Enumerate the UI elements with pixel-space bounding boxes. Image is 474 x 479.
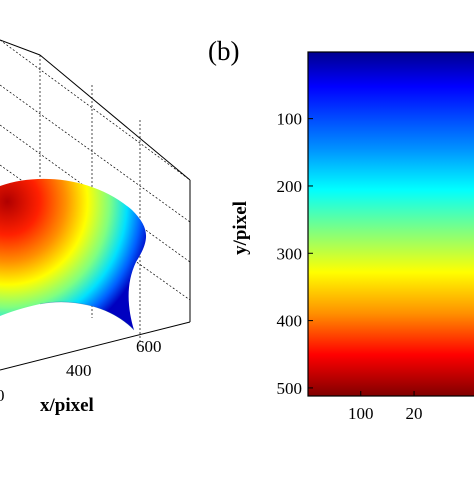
panel-b-heatmap: (b) 100 200 300 400 500 100 20 y/pixel: [208, 36, 474, 423]
y-tick-label: 200: [277, 177, 303, 196]
dome-surface: [0, 178, 147, 330]
y-tick-label: 100: [277, 110, 303, 129]
panel-a-surface-plot: 0 400 600 x/pixel: [0, 39, 191, 416]
panel-b-x-ticks: 100 20: [348, 391, 423, 423]
x-axis-line: [0, 321, 191, 371]
x-tick-label: 100: [348, 404, 374, 423]
x-axis-title: x/pixel: [40, 395, 94, 416]
grid-line: [0, 39, 191, 181]
frame-edge: [39, 54, 191, 181]
x-tick-label: 400: [66, 361, 92, 380]
panel-a-x-ticks: 0 400 600: [0, 337, 162, 405]
x-tick-label: 20: [406, 404, 423, 423]
y-axis-title: y/pixel: [230, 201, 251, 255]
panel-b-y-ticks: 100 200 300 400 500: [277, 110, 313, 398]
dome-surface-edge: [39, 301, 135, 331]
panel-b-label: (b): [208, 36, 239, 66]
y-tick-label: 400: [277, 312, 303, 331]
heatmap-image: [307, 51, 474, 397]
y-tick-label: 300: [277, 244, 303, 263]
x-tick-label: 600: [136, 337, 162, 356]
x-tick-label: 0: [0, 386, 5, 405]
grid-line: [0, 84, 191, 223]
frame-edge: [0, 39, 41, 56]
y-tick-label: 500: [277, 379, 303, 398]
